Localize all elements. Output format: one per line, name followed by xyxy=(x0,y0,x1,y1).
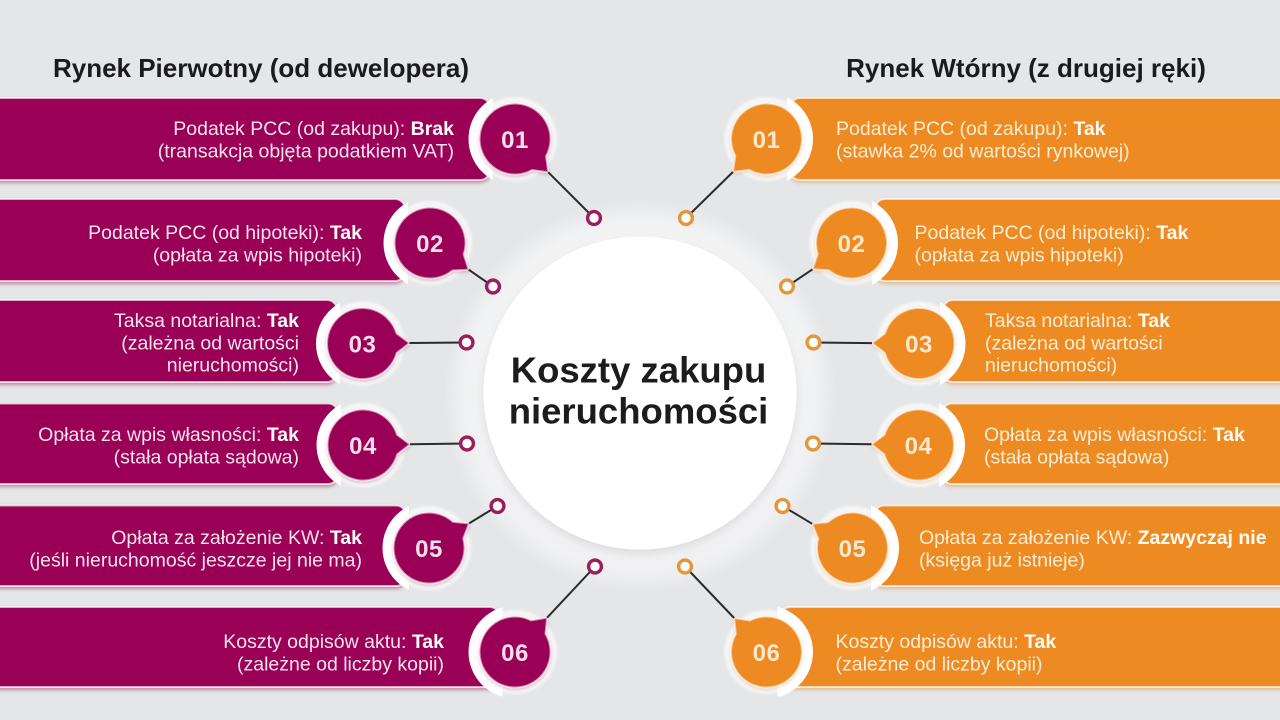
svg-text:04: 04 xyxy=(349,433,377,460)
svg-text:nieruchomości): nieruchomości) xyxy=(167,355,299,377)
svg-text:(zależne od liczby kopii): (zależne od liczby kopii) xyxy=(237,654,444,676)
svg-text:06: 06 xyxy=(753,640,781,667)
svg-text:Rynek Pierwotny (od dewelopera: Rynek Pierwotny (od dewelopera) xyxy=(53,53,469,83)
svg-text:02: 02 xyxy=(416,231,444,258)
svg-text:(transakcja objęta podatkiem V: (transakcja objęta podatkiem VAT) xyxy=(158,141,454,163)
svg-text:Taksa notarialna: Tak: Taksa notarialna: Tak xyxy=(114,310,299,332)
svg-text:05: 05 xyxy=(415,536,443,563)
svg-text:Opłata za założenie KW: Zazwyc: Opłata za założenie KW: Zazwyczaj nie xyxy=(919,527,1267,549)
svg-text:Podatek PCC (od hipoteki): Tak: Podatek PCC (od hipoteki): Tak xyxy=(88,222,362,244)
svg-text:06: 06 xyxy=(501,640,529,667)
svg-text:(stała opłata sądowa): (stała opłata sądowa) xyxy=(114,447,299,469)
svg-text:Podatek PCC (od zakupu): Tak: Podatek PCC (od zakupu): Tak xyxy=(836,118,1106,140)
svg-text:04: 04 xyxy=(905,433,933,460)
svg-text:(opłata za wpis hipoteki): (opłata za wpis hipoteki) xyxy=(153,245,362,267)
svg-text:nieruchomości): nieruchomości) xyxy=(985,355,1117,377)
svg-text:01: 01 xyxy=(501,127,529,154)
svg-text:Rynek Wtórny (z drugiej ręki): Rynek Wtórny (z drugiej ręki) xyxy=(846,53,1206,83)
svg-text:Koszty odpisów aktu: Tak: Koszty odpisów aktu: Tak xyxy=(836,631,1057,653)
svg-text:Opłata za założenie KW: Tak: Opłata za założenie KW: Tak xyxy=(111,527,362,549)
svg-text:(stała opłata sądowa): (stała opłata sądowa) xyxy=(984,447,1169,469)
svg-text:02: 02 xyxy=(838,231,866,258)
svg-text:01: 01 xyxy=(753,127,781,154)
svg-text:(zależna od wartości: (zależna od wartości xyxy=(985,333,1163,355)
svg-text:(zależna od wartości: (zależna od wartości xyxy=(121,333,299,355)
svg-text:(opłata za wpis hipoteki): (opłata za wpis hipoteki) xyxy=(915,245,1124,267)
svg-text:Opłata za wpis własności: Tak: Opłata za wpis własności: Tak xyxy=(38,424,299,446)
svg-text:Koszty odpisów aktu: Tak: Koszty odpisów aktu: Tak xyxy=(223,631,444,653)
svg-text:Opłata za wpis własności: Tak: Opłata za wpis własności: Tak xyxy=(984,424,1245,446)
svg-text:Podatek PCC (od hipoteki): Tak: Podatek PCC (od hipoteki): Tak xyxy=(915,222,1189,244)
svg-text:(stawka 2% od wartości rynkowe: (stawka 2% od wartości rynkowej) xyxy=(836,141,1130,163)
svg-text:Taksa notarialna: Tak: Taksa notarialna: Tak xyxy=(985,310,1170,332)
svg-text:(zależne od liczby kopii): (zależne od liczby kopii) xyxy=(836,654,1043,676)
svg-text:nieruchomości: nieruchomości xyxy=(509,391,769,432)
svg-text:03: 03 xyxy=(349,332,377,359)
svg-text:03: 03 xyxy=(905,332,933,359)
svg-text:(księga już istnieje): (księga już istnieje) xyxy=(919,550,1085,572)
svg-text:Koszty zakupu: Koszty zakupu xyxy=(511,350,767,391)
svg-text:Podatek PCC (od zakupu): Brak: Podatek PCC (od zakupu): Brak xyxy=(173,118,454,140)
svg-text:(jeśli nieruchomość jeszcze je: (jeśli nieruchomość jeszcze jej nie ma) xyxy=(29,550,362,572)
svg-text:05: 05 xyxy=(839,536,867,563)
